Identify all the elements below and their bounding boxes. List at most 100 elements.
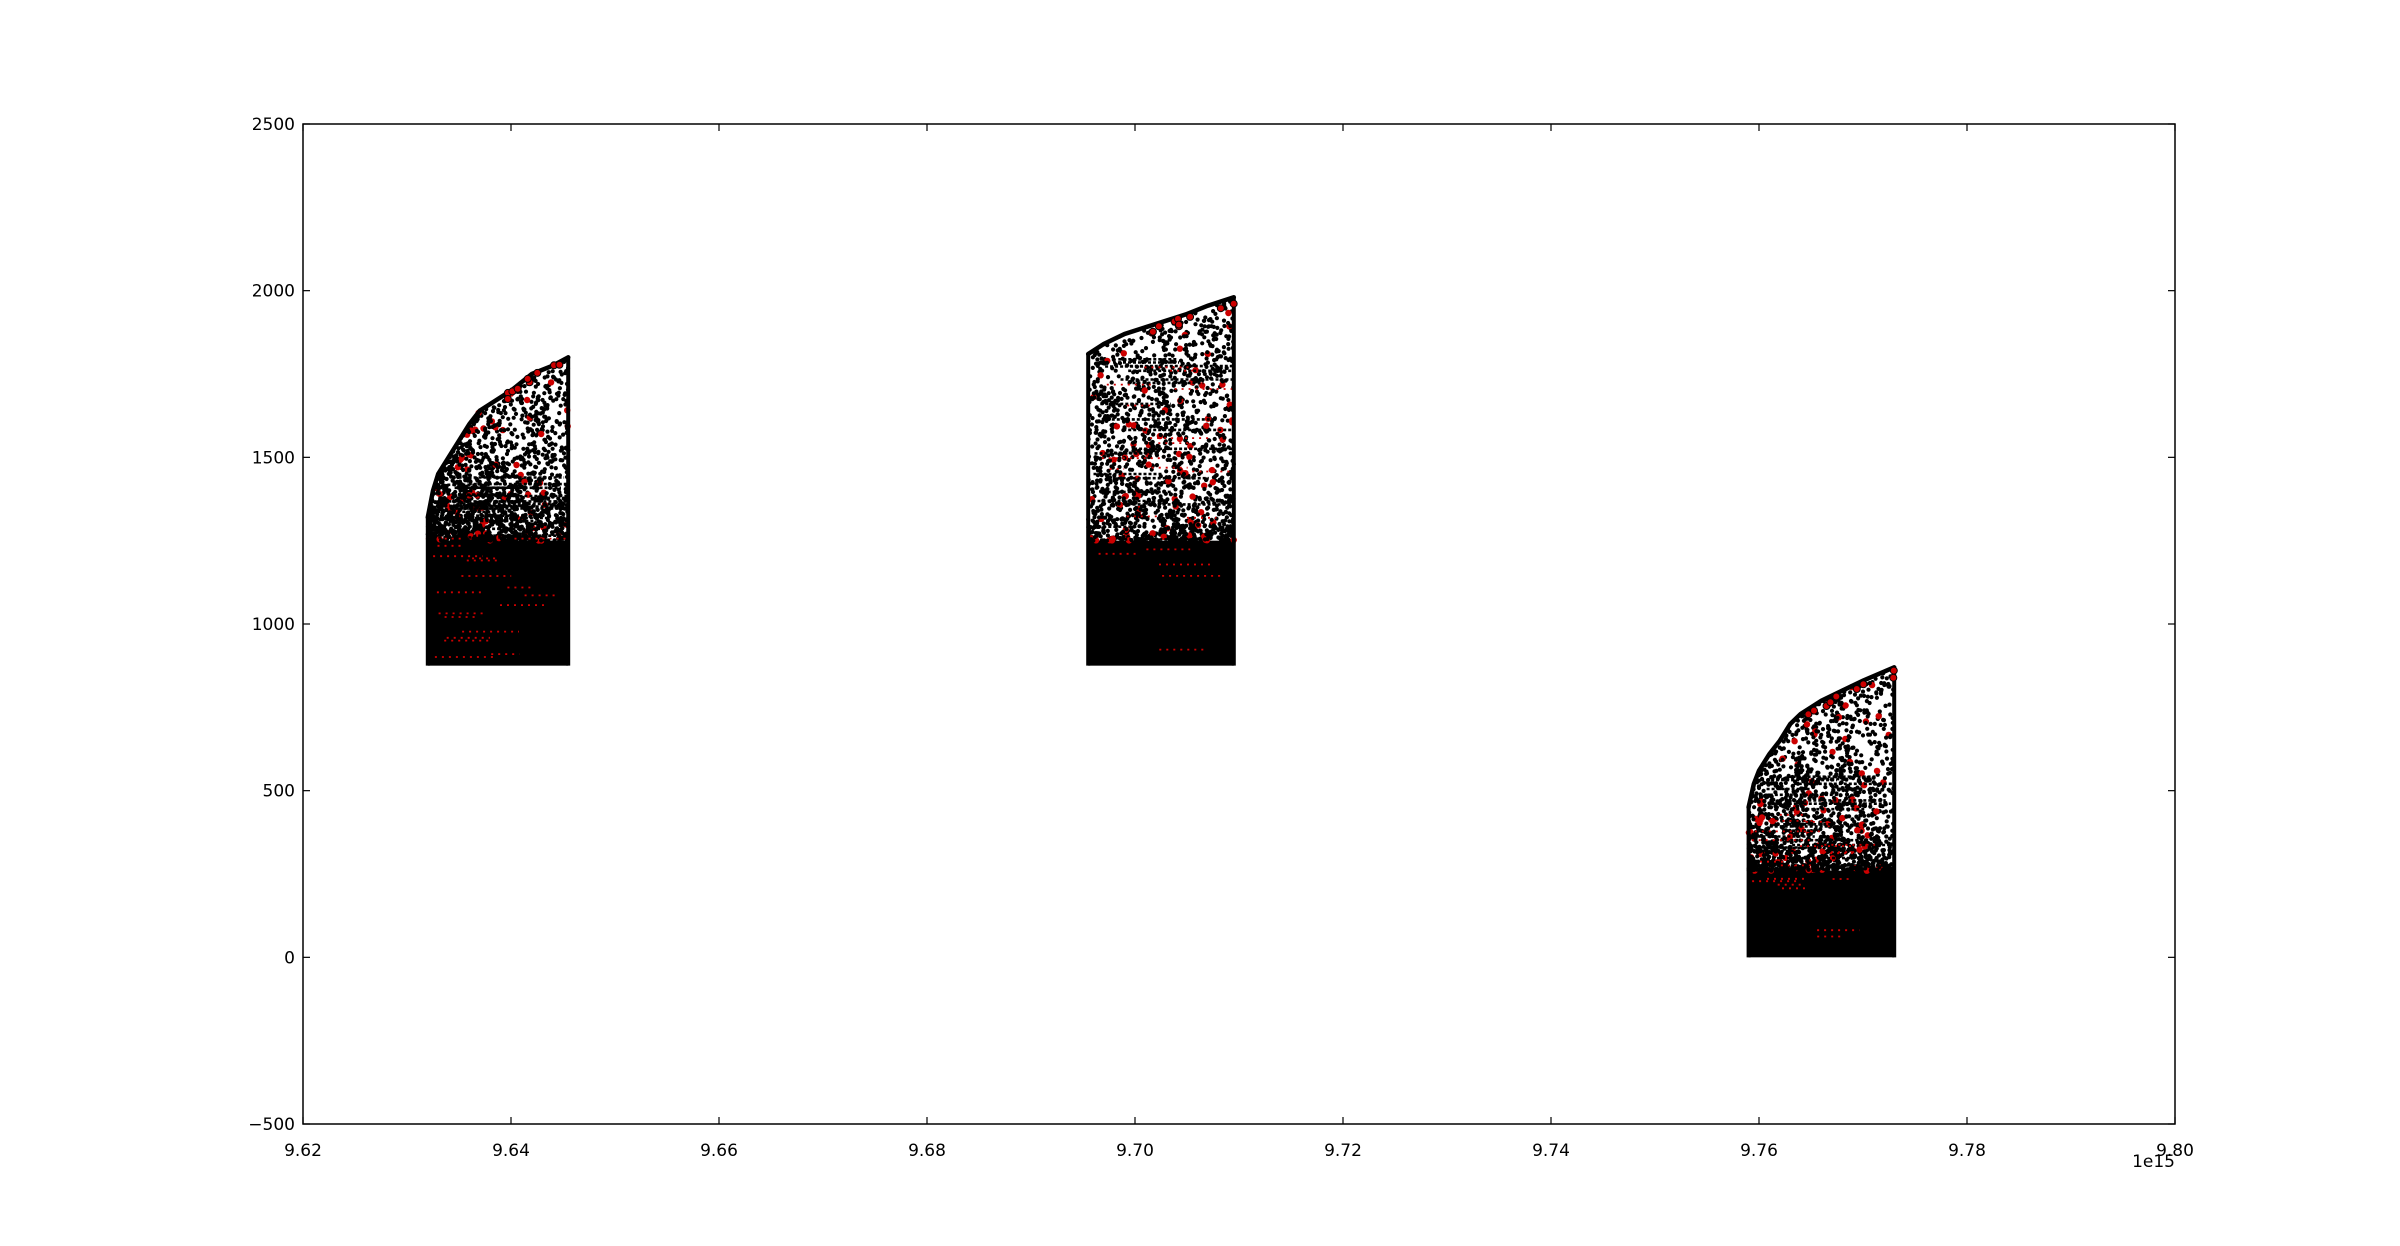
data-point	[1840, 852, 1844, 856]
data-point	[1225, 494, 1229, 498]
data-point	[1157, 487, 1161, 491]
data-point	[1869, 833, 1873, 837]
data-point	[1171, 354, 1175, 358]
data-point	[1182, 480, 1186, 484]
data-point	[1182, 410, 1186, 414]
data-point	[1125, 396, 1129, 400]
data-point	[1098, 433, 1102, 437]
data-point	[1831, 785, 1835, 789]
data-point	[550, 441, 554, 445]
data-point	[559, 404, 563, 408]
data-point	[1862, 711, 1866, 715]
data-point	[1877, 853, 1881, 857]
data-point	[473, 434, 477, 438]
data-point	[1223, 466, 1227, 470]
data-point	[1124, 465, 1128, 469]
data-point	[526, 426, 530, 430]
data-point	[557, 391, 561, 395]
data-point	[1144, 422, 1148, 426]
data-point	[1220, 418, 1224, 422]
data-point	[1829, 749, 1835, 755]
data-point	[1762, 789, 1766, 793]
data-point	[1837, 812, 1841, 816]
data-point	[1171, 470, 1175, 474]
data-point	[1867, 813, 1871, 817]
data-point	[1762, 799, 1766, 803]
data-point	[1882, 718, 1886, 722]
data-point	[559, 381, 563, 385]
data-point	[1211, 382, 1215, 386]
data-point	[1173, 487, 1177, 491]
data-point	[1115, 486, 1119, 490]
data-point	[1138, 413, 1142, 417]
data-point	[1184, 320, 1188, 324]
data-point	[1768, 765, 1772, 769]
data-point	[1200, 459, 1204, 463]
data-point	[537, 421, 541, 425]
data-point	[1105, 462, 1109, 466]
data-point	[1218, 442, 1222, 446]
data-point	[543, 415, 547, 419]
data-point	[1220, 488, 1224, 492]
data-point	[1883, 704, 1887, 708]
data-point	[1857, 730, 1861, 734]
data-point	[1096, 531, 1100, 535]
data-point	[519, 394, 523, 398]
data-point	[1861, 690, 1865, 694]
data-point	[457, 523, 461, 527]
data-point	[1116, 507, 1120, 511]
data-point	[509, 402, 513, 406]
data-point	[1192, 486, 1196, 490]
data-point	[1781, 764, 1785, 768]
data-point	[1207, 438, 1211, 442]
data-point	[1886, 815, 1890, 819]
data-point	[1184, 352, 1188, 356]
data-point	[1177, 346, 1183, 352]
data-point	[1764, 821, 1768, 825]
data-point	[1206, 386, 1210, 390]
data-point	[534, 433, 538, 437]
data-point	[1227, 511, 1231, 515]
data-point	[1879, 723, 1883, 727]
data-point	[1772, 774, 1776, 778]
data-point	[447, 488, 451, 492]
data-point	[1178, 335, 1182, 339]
data-point	[1187, 486, 1191, 490]
data-point	[1105, 361, 1109, 365]
data-point	[1796, 768, 1800, 772]
data-point	[451, 467, 455, 471]
data-point	[1192, 442, 1196, 446]
data-point	[473, 455, 477, 459]
data-point	[1776, 762, 1780, 766]
data-point	[1182, 334, 1186, 338]
data-point	[550, 425, 554, 429]
data-point	[1845, 788, 1849, 792]
data-point	[489, 461, 493, 465]
data-point	[1826, 726, 1830, 730]
data-point	[1880, 848, 1884, 852]
data-point	[1888, 837, 1892, 841]
data-point	[1886, 772, 1890, 776]
data-point	[1212, 325, 1216, 329]
data-point	[547, 450, 551, 454]
data-point	[1815, 811, 1819, 815]
data-point	[458, 492, 462, 496]
data-point	[528, 413, 532, 417]
data-point	[535, 489, 539, 493]
data-point	[526, 460, 530, 464]
data-point	[445, 477, 449, 481]
data-point	[524, 411, 528, 415]
data-point	[534, 402, 538, 406]
data-point	[1174, 329, 1178, 333]
data-point	[1203, 537, 1207, 541]
data-point	[1848, 825, 1852, 829]
data-point	[1100, 356, 1104, 360]
data-point	[1868, 805, 1872, 809]
data-point	[527, 442, 531, 446]
data-point	[1226, 342, 1230, 346]
data-point	[1215, 464, 1219, 468]
data-point	[1159, 483, 1163, 487]
data-point	[547, 370, 551, 374]
data-point	[1188, 459, 1192, 463]
